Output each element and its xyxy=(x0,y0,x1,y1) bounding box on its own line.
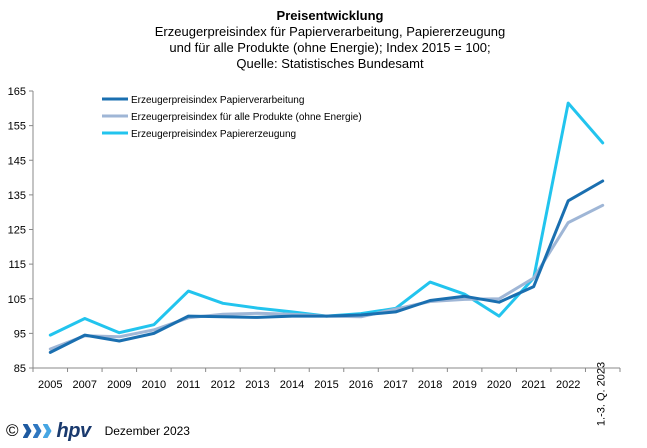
y-tick-label: 165 xyxy=(8,86,26,98)
y-tick-label: 145 xyxy=(8,155,26,167)
x-tick-label: 2019 xyxy=(452,379,476,391)
x-tick-label: 2020 xyxy=(487,379,511,391)
y-tick-label: 155 xyxy=(8,121,26,133)
x-tick-label: 1.-3. Q. 2023 xyxy=(596,362,608,426)
y-tick-label: 135 xyxy=(8,190,26,202)
hpv-logo-icon xyxy=(22,424,53,438)
y-tick-label: 105 xyxy=(8,294,26,306)
x-tick-label: 2018 xyxy=(418,379,442,391)
y-tick-label: 115 xyxy=(8,259,26,271)
chart-subtitle-line-1: Erzeugerpreisindex für Papierverarbeitun… xyxy=(154,24,506,39)
x-tick-label: 2014 xyxy=(280,379,304,391)
x-tick-label: 2012 xyxy=(211,379,235,391)
brand-logo-text: hpv xyxy=(56,419,92,442)
chart-subtitle-line-2: und für alle Produkte (ohne Energie); In… xyxy=(169,40,491,55)
series-line-1 xyxy=(48,179,605,354)
series-line-2 xyxy=(48,203,605,351)
legend-label-2: Erzeugerpreisindex für alle Produkte (oh… xyxy=(131,112,362,123)
x-tick-label: 2021 xyxy=(521,379,545,391)
chart-subtitle-line-3: Quelle: Statistisches Bundesamt xyxy=(236,56,424,71)
x-tick-label: 2005 xyxy=(38,379,62,391)
footer-date: Dezember 2023 xyxy=(104,424,190,438)
x-tick-label: 2022 xyxy=(556,379,580,391)
copyright-symbol: © xyxy=(6,421,19,440)
footer: © hpv Dezember 2023 xyxy=(6,420,190,442)
legend-label-3: Erzeugerpreisindex Papiererzeugung xyxy=(131,129,296,140)
x-tick-label: 2016 xyxy=(349,379,373,391)
y-tick-label: 85 xyxy=(14,363,26,375)
x-tick-label: 2007 xyxy=(73,379,97,391)
y-tick-label: 95 xyxy=(14,328,26,340)
x-tick-label: 2017 xyxy=(383,379,407,391)
x-tick-label: 2013 xyxy=(245,379,269,391)
chart-title-block: Preisentwicklung Erzeugerpreisindex für … xyxy=(120,8,540,72)
x-tick-label: 2009 xyxy=(107,379,131,391)
chart-title: Preisentwicklung xyxy=(276,8,384,23)
x-tick-label: 2010 xyxy=(142,379,166,391)
y-tick-label: 125 xyxy=(8,225,26,237)
x-tick-label: 2015 xyxy=(314,379,338,391)
legend-label-1: Erzeugerpreisindex Papierverarbeitung xyxy=(131,95,304,106)
x-tick-label: 2011 xyxy=(177,379,201,391)
